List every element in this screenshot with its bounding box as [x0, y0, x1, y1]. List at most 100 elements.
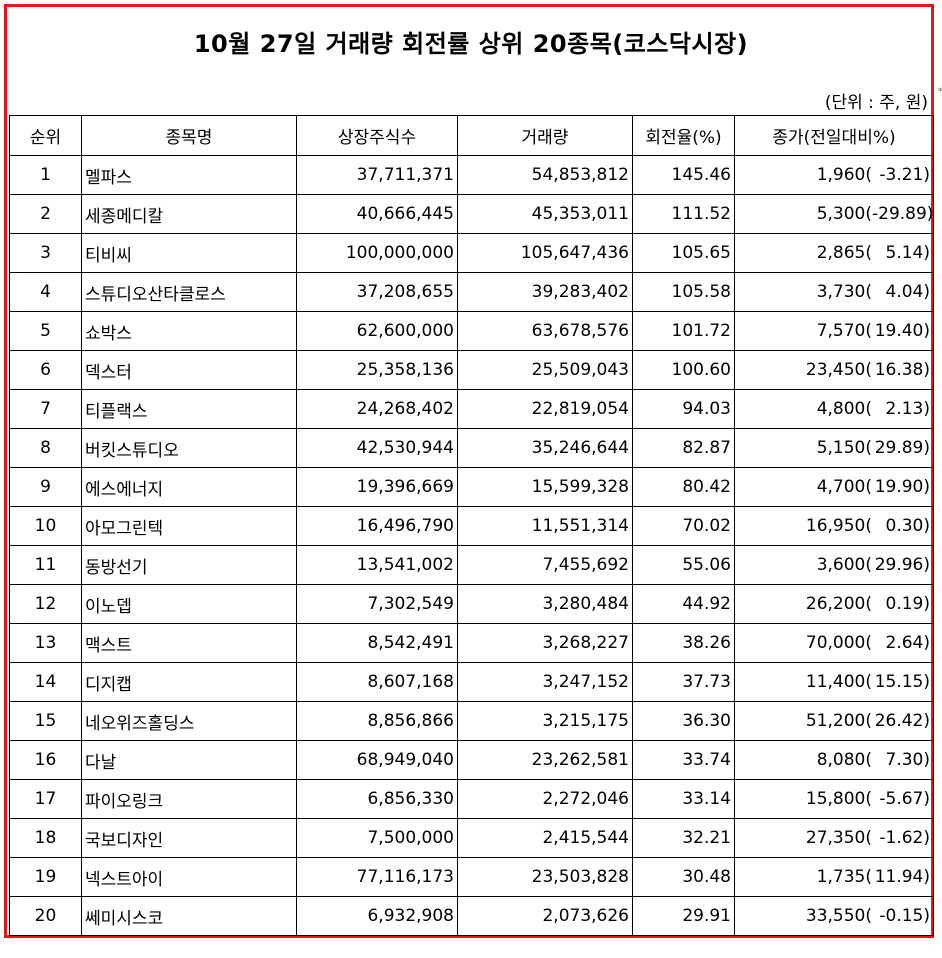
stock-name-cell: 네오위즈홀딩스: [81, 701, 297, 741]
close-price: 4,700(: [816, 477, 872, 497]
table-row: 4 스튜디오산타클로스 37,208,655 39,283,402 105.58 3,73…: [9, 272, 934, 312]
stock-name-cell: 동방선기: [81, 545, 297, 585]
table-row: 19 넥스트아이 77,116,173 23,503,828 30.48 1,735(11…: [9, 857, 934, 897]
turnover-cell: 38.26: [632, 623, 735, 663]
turnover-cell: 44.92: [632, 584, 735, 624]
rank-cell: 11: [9, 545, 82, 585]
page-title: 10월 27일 거래량 회전률 상위 20종목(코스닥시장): [193, 30, 749, 58]
change-percent: 16.38): [874, 360, 930, 380]
volume-cell: 15,599,328: [457, 467, 633, 507]
stock-name-cell: 아모그린텍: [81, 506, 297, 546]
header-volume: 거래량: [457, 115, 633, 156]
table-row: 17 파이오링크 6,856,330 2,272,046 33.14 15,800(-5.…: [9, 779, 934, 819]
listed-shares-cell: 8,542,491: [296, 623, 458, 663]
close-price: 3,730(: [816, 282, 872, 302]
table-row: 8 버킷스튜디오 42,530,944 35,246,644 82.87 5,150(29…: [9, 428, 934, 468]
close-change-cell: 16,950(0.30): [734, 506, 934, 546]
table-row: 20 쎄미시스코 6,932,908 2,073,626 29.91 33,550(-0.…: [9, 896, 934, 936]
volume-cell: 3,215,175: [457, 701, 633, 741]
header-turnover: 회전율(%): [632, 115, 735, 156]
unit-note: (단위 : 주, 원): [824, 93, 928, 113]
stock-name-cell: 스튜디오산타클로스: [81, 272, 297, 312]
ranking-table: 순위 종목명 상장주식수 거래량 회전율(%) 종가(전일대비%) 1 멜파스 37…: [9, 115, 934, 936]
stock-name-cell: 국보디자인: [81, 818, 297, 858]
volume-cell: 23,262,581: [457, 740, 633, 780]
volume-cell: 3,247,152: [457, 662, 633, 702]
table-row: 11 동방선기 13,541,002 7,455,692 55.06 3,600(29.9…: [9, 545, 934, 585]
listed-shares-cell: 16,496,790: [296, 506, 458, 546]
change-percent: 0.19): [885, 594, 930, 614]
stock-name-cell: 에스에너지: [81, 467, 297, 507]
turnover-cell: 80.42: [632, 467, 735, 507]
change-percent: 26.42): [874, 711, 930, 731]
stock-name-cell: 쎄미시스코: [81, 896, 297, 936]
close-change-cell: 3,600(29.96): [734, 545, 934, 585]
listed-shares-cell: 19,396,669: [296, 467, 458, 507]
change-percent: -0.15): [879, 906, 930, 926]
volume-cell: 7,455,692: [457, 545, 633, 585]
turnover-cell: 33.14: [632, 779, 735, 819]
edge-mark: *: [938, 87, 942, 97]
close-change-cell: 7,570(19.40): [734, 311, 934, 351]
change-percent: 0.30): [885, 516, 930, 536]
rank-cell: 15: [9, 701, 82, 741]
table-row: 14 디지캡 8,607,168 3,247,152 37.73 11,400(15.15…: [9, 662, 934, 702]
listed-shares-cell: 37,711,371: [296, 155, 458, 195]
rank-cell: 1: [9, 155, 82, 195]
table-row: 7 티플랙스 24,268,402 22,819,054 94.03 4,800(2.13…: [9, 389, 934, 429]
listed-shares-cell: 6,932,908: [296, 896, 458, 936]
close-change-cell: 26,200( 0.19): [734, 584, 934, 624]
close-change-cell: 27,350(-1.62): [734, 818, 934, 858]
stock-name-cell: 넥스트아이: [81, 857, 297, 897]
table-row: 13 맥스트 8,542,491 3,268,227 38.26 70,000(2.64): [9, 623, 934, 663]
close-change-cell: 1,960( -3.21): [734, 155, 934, 195]
stock-name-cell: 맥스트: [81, 623, 297, 663]
change-percent: 19.40): [874, 321, 930, 341]
listed-shares-cell: 24,268,402: [296, 389, 458, 429]
turnover-cell: 105.65: [632, 233, 735, 273]
close-price: 7,570(: [816, 321, 872, 341]
table-row: 3 티비씨 100,000,000 105,647,436 105.65 2,865(5.…: [9, 233, 934, 273]
volume-cell: 39,283,402: [457, 272, 633, 312]
change-percent: -3.21): [879, 165, 930, 185]
close-price: 15,800(: [805, 789, 872, 809]
rank-cell: 8: [9, 428, 82, 468]
listed-shares-cell: 100,000,000: [296, 233, 458, 273]
turnover-cell: 100.60: [632, 350, 735, 390]
volume-cell: 2,272,046: [457, 779, 633, 819]
rank-cell: 9: [9, 467, 82, 507]
change-percent: 2.64): [885, 633, 930, 653]
table-row: 16 다날 68,949,040 23,262,581 33.74 8,080(7.30): [9, 740, 934, 780]
stock-name-cell: 디지캡: [81, 662, 297, 702]
close-price: 4,800(: [816, 399, 872, 419]
listed-shares-cell: 8,607,168: [296, 662, 458, 702]
close-change-cell: 33,550(-0.15): [734, 896, 934, 936]
close-change-cell: 5,300(-29.89): [734, 194, 934, 234]
close-price: 1,735(: [816, 867, 872, 887]
table-row: 2 세종메디칼 40,666,445 45,353,011 111.52 5,300(-2…: [9, 194, 934, 234]
listed-shares-cell: 42,530,944: [296, 428, 458, 468]
table-row: 15 네오위즈홀딩스 8,856,866 3,215,175 36.30 51,200(2…: [9, 701, 934, 741]
stock-name-cell: 파이오링크: [81, 779, 297, 819]
close-price: 1,960(: [816, 165, 872, 185]
rank-cell: 13: [9, 623, 82, 663]
change-percent: 19.90): [874, 477, 930, 497]
rank-cell: 7: [9, 389, 82, 429]
close-price: 8,080(: [816, 750, 872, 770]
change-percent: 7.30): [885, 750, 930, 770]
change-percent: 29.96): [874, 555, 930, 575]
stock-name-cell: 티플랙스: [81, 389, 297, 429]
close-change-cell: 8,080( 7.30): [734, 740, 934, 780]
listed-shares-cell: 13,541,002: [296, 545, 458, 585]
close-price: 26,200(: [805, 594, 872, 614]
volume-cell: 63,678,576: [457, 311, 633, 351]
volume-cell: 2,415,544: [457, 818, 633, 858]
header-close-change: 종가(전일대비%): [734, 115, 934, 156]
turnover-cell: 33.74: [632, 740, 735, 780]
volume-cell: 25,509,043: [457, 350, 633, 390]
volume-cell: 2,073,626: [457, 896, 633, 936]
table-row: 6 덱스터 25,358,136 25,509,043 100.60 23,450(16.…: [9, 350, 934, 390]
turnover-cell: 94.03: [632, 389, 735, 429]
volume-cell: 22,819,054: [457, 389, 633, 429]
listed-shares-cell: 6,856,330: [296, 779, 458, 819]
